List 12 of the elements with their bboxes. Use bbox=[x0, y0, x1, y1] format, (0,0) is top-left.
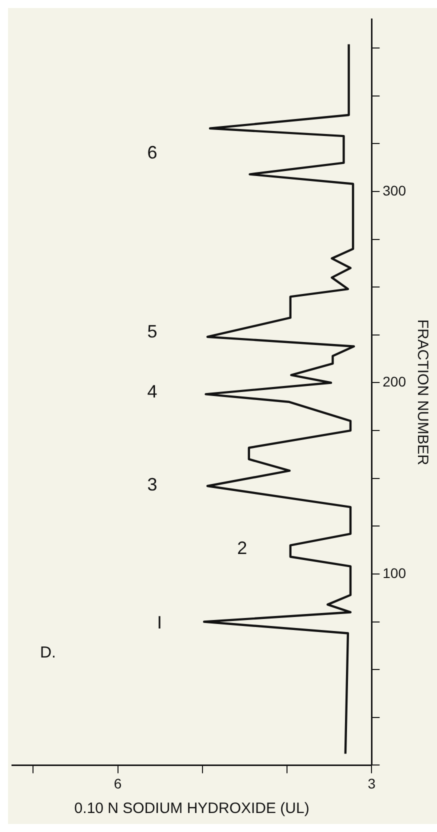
annotation: 2 bbox=[237, 538, 248, 558]
annotation: I bbox=[156, 612, 162, 632]
y-tick-label: 200 bbox=[382, 374, 406, 390]
annotation: 3 bbox=[147, 474, 158, 494]
annotation: 5 bbox=[147, 322, 158, 342]
annotation: 6 bbox=[147, 142, 158, 163]
y-axis-title: FRACTION NUMBER bbox=[414, 319, 431, 466]
y-tick-label: 300 bbox=[382, 182, 406, 198]
x-axis-title: 0.10 N SODIUM HYDROXIDE (UL) bbox=[74, 800, 310, 818]
y-tick-label: 100 bbox=[382, 564, 406, 581]
annotation: D. bbox=[40, 644, 56, 662]
annotation: 4 bbox=[147, 381, 158, 402]
